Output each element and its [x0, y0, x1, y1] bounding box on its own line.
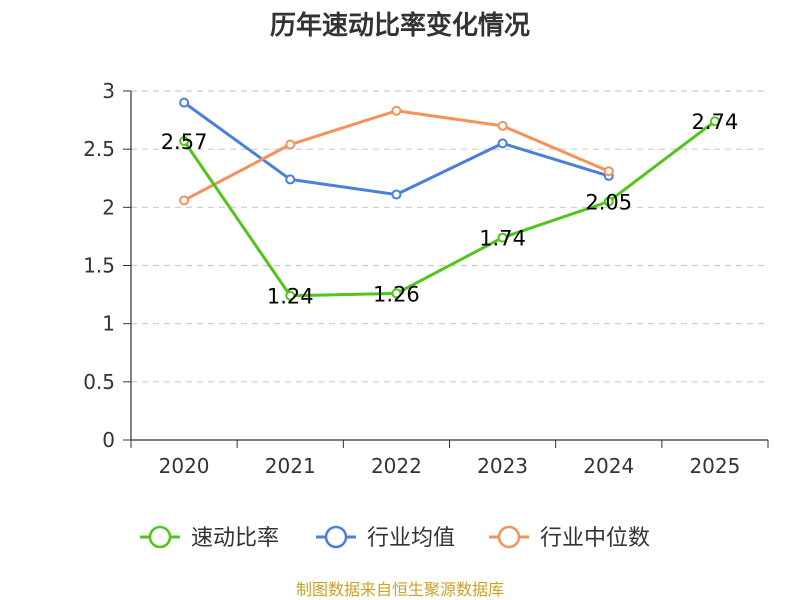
data-point[interactable] [285, 174, 296, 185]
data-point[interactable] [391, 105, 402, 116]
y-tick-label: 1.5 [83, 254, 115, 278]
x-tick-label: 2025 [689, 454, 740, 478]
data-label: 2.05 [585, 191, 632, 215]
data-point[interactable] [179, 195, 190, 206]
x-tick-label: 2022 [371, 454, 422, 478]
y-tick-label: 3 [102, 79, 115, 103]
data-point[interactable] [391, 288, 402, 299]
x-tick-label: 2021 [265, 454, 316, 478]
legend-marker [148, 525, 172, 549]
legend-label: 行业中位数 [540, 526, 650, 551]
x-tick-label: 2023 [477, 454, 528, 478]
legend-label: 行业均值 [367, 526, 455, 551]
chart-title: 历年速动比率变化情况 [270, 10, 530, 41]
y-tick-label: 0.5 [83, 370, 115, 394]
legend-item[interactable]: 速动比率 [140, 525, 279, 551]
data-label: 2.57 [161, 130, 208, 154]
data-point[interactable] [709, 116, 720, 127]
legend-item[interactable]: 行业均值 [316, 525, 455, 551]
data-point[interactable] [497, 120, 508, 131]
data-label: 1.74 [479, 227, 526, 251]
data-point[interactable] [391, 189, 402, 200]
source-note: 制图数据来自恒生聚源数据库 [296, 580, 504, 599]
data-label: 2.74 [692, 110, 739, 134]
data-point[interactable] [285, 290, 296, 301]
y-tick-label: 0 [102, 428, 115, 452]
series-line [182, 120, 716, 298]
legend-label: 速动比率 [191, 526, 279, 551]
data-point[interactable] [603, 196, 614, 207]
y-tick-label: 1 [102, 312, 115, 336]
legend-item[interactable]: 行业中位数 [489, 525, 650, 551]
y-tick-label: 2.5 [83, 137, 115, 161]
legend-marker [324, 525, 348, 549]
data-point[interactable] [497, 138, 508, 149]
data-point[interactable] [497, 232, 508, 243]
data-point[interactable] [179, 97, 190, 108]
x-tick-label: 2024 [583, 454, 634, 478]
data-point[interactable] [179, 136, 190, 147]
data-point[interactable] [603, 166, 614, 177]
legend-marker [497, 525, 521, 549]
data-label: 1.24 [267, 285, 314, 309]
y-tick-label: 2 [102, 195, 115, 219]
x-tick-label: 2020 [159, 454, 210, 478]
data-label: 1.26 [373, 282, 420, 306]
data-point[interactable] [285, 139, 296, 150]
